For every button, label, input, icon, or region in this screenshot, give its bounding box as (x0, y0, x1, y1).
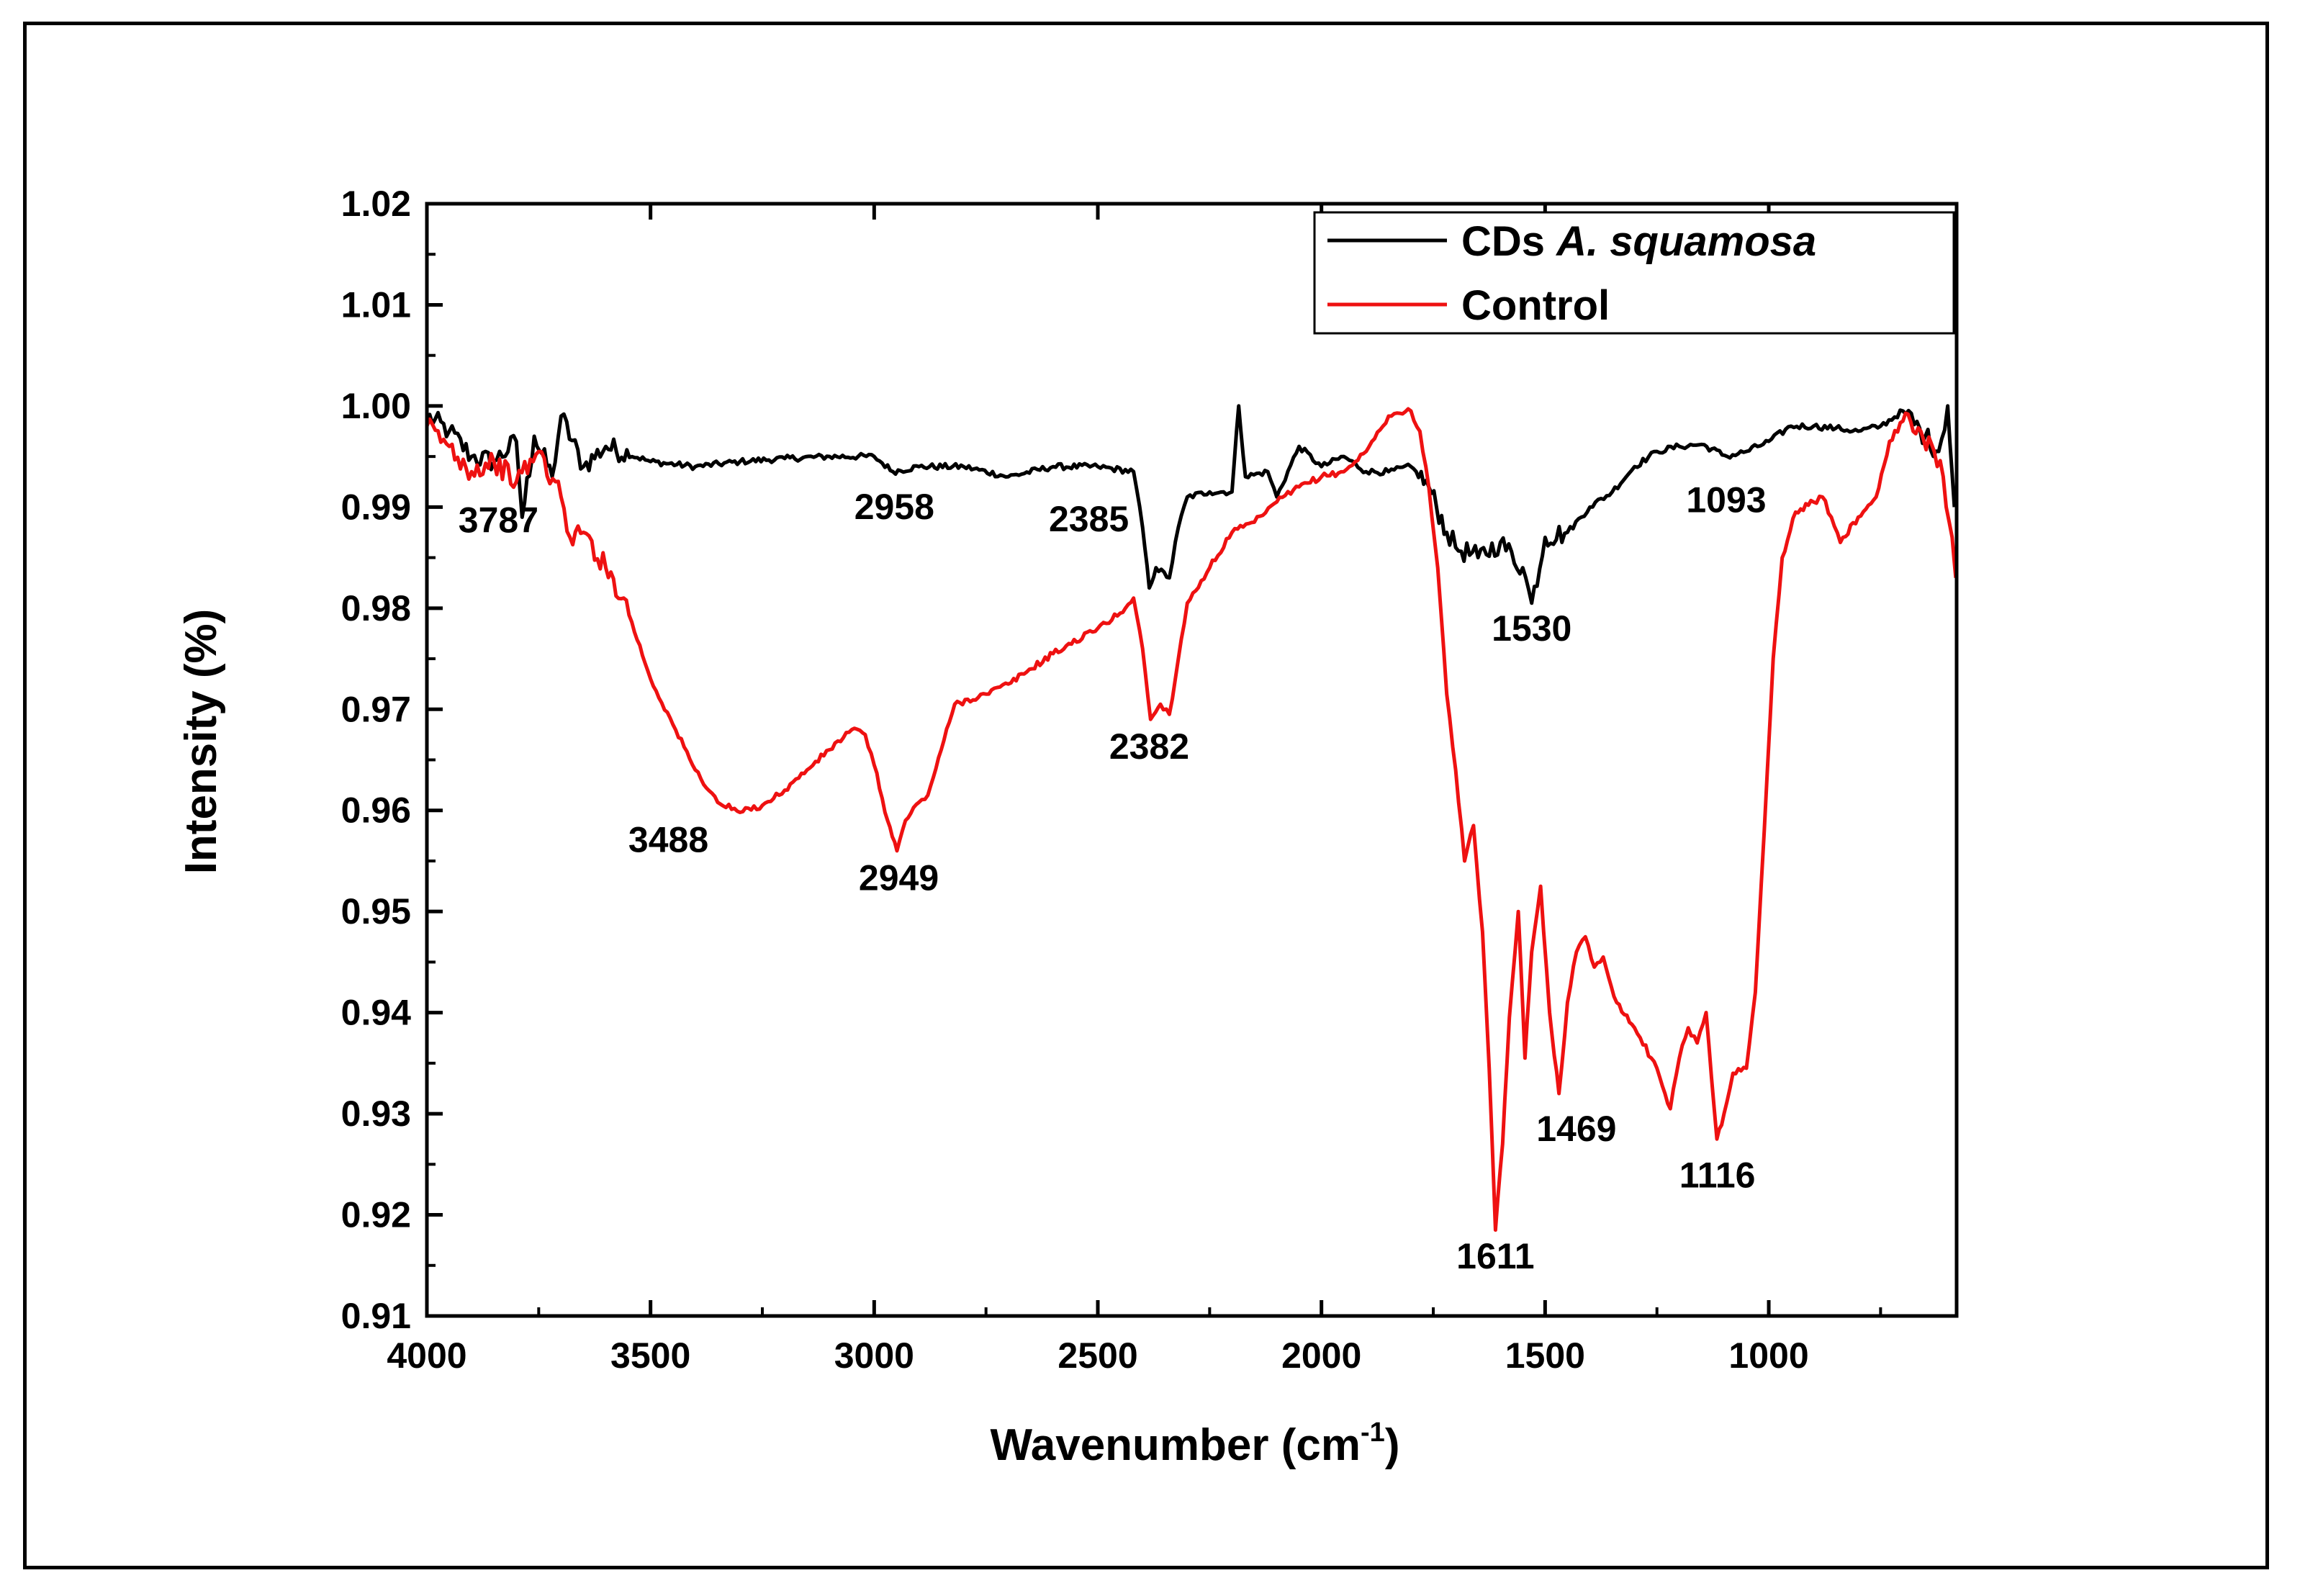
legend-box (1313, 211, 1955, 335)
x-tick-label: 4000 (387, 1335, 466, 1376)
y-axis-title: Intensity (%) (176, 609, 226, 875)
x-tick-label: 1500 (1505, 1335, 1585, 1376)
y-tick-label: 0.91 (341, 1296, 411, 1336)
legend-label-cds: CDs A. squamosa (1461, 218, 1816, 265)
x-tick-label: 3500 (610, 1335, 690, 1376)
peak-label: 1530 (1492, 608, 1571, 649)
legend: CDs A. squamosa Control (1313, 211, 1955, 335)
peak-label: 1611 (1456, 1236, 1534, 1276)
x-tick-label: 2500 (1057, 1335, 1137, 1376)
peak-label: 1469 (1536, 1109, 1616, 1149)
x-axis-title-main: Wavenumber (cm (991, 1420, 1361, 1470)
x-axis-title: Wavenumber (cm-1) (991, 1417, 1400, 1470)
peak-label: 2385 (1049, 499, 1129, 539)
y-tick-label: 0.95 (341, 891, 411, 932)
plot-area-frame (425, 202, 1959, 1318)
peak-label: 2949 (859, 858, 939, 898)
y-tick-label: 1.02 (341, 184, 411, 224)
y-tick-label: 1.00 (341, 386, 411, 426)
peak-label: 2382 (1109, 726, 1189, 767)
y-tick-label: 0.96 (341, 790, 411, 831)
y-tick-label: 0.93 (341, 1094, 411, 1134)
y-tick-label: 0.99 (341, 487, 411, 527)
x-tick-label: 2000 (1281, 1335, 1361, 1376)
peak-label: 1093 (1686, 479, 1766, 520)
x-tick-label: 3000 (834, 1335, 914, 1376)
x-axis-title-close: ) (1385, 1420, 1400, 1470)
y-tick-label: 0.94 (341, 993, 412, 1033)
peak-label: 3787 (459, 500, 538, 540)
peak-label: 3488 (628, 819, 708, 860)
series-line-control (425, 407, 1958, 1232)
peak-label: 1116 (1679, 1155, 1756, 1196)
peak-label: 2958 (854, 487, 934, 527)
series-line-cds (425, 404, 1957, 605)
x-axis-title-sup: -1 (1361, 1417, 1385, 1448)
figure-frame (23, 22, 2269, 1569)
legend-label-control: Control (1461, 282, 1610, 329)
y-tick-label: 0.92 (341, 1195, 411, 1235)
y-tick-label: 1.01 (341, 284, 411, 325)
y-tick-label: 0.97 (341, 689, 411, 729)
x-tick-label: 1000 (1728, 1335, 1808, 1376)
y-tick-label: 0.98 (341, 588, 411, 628)
